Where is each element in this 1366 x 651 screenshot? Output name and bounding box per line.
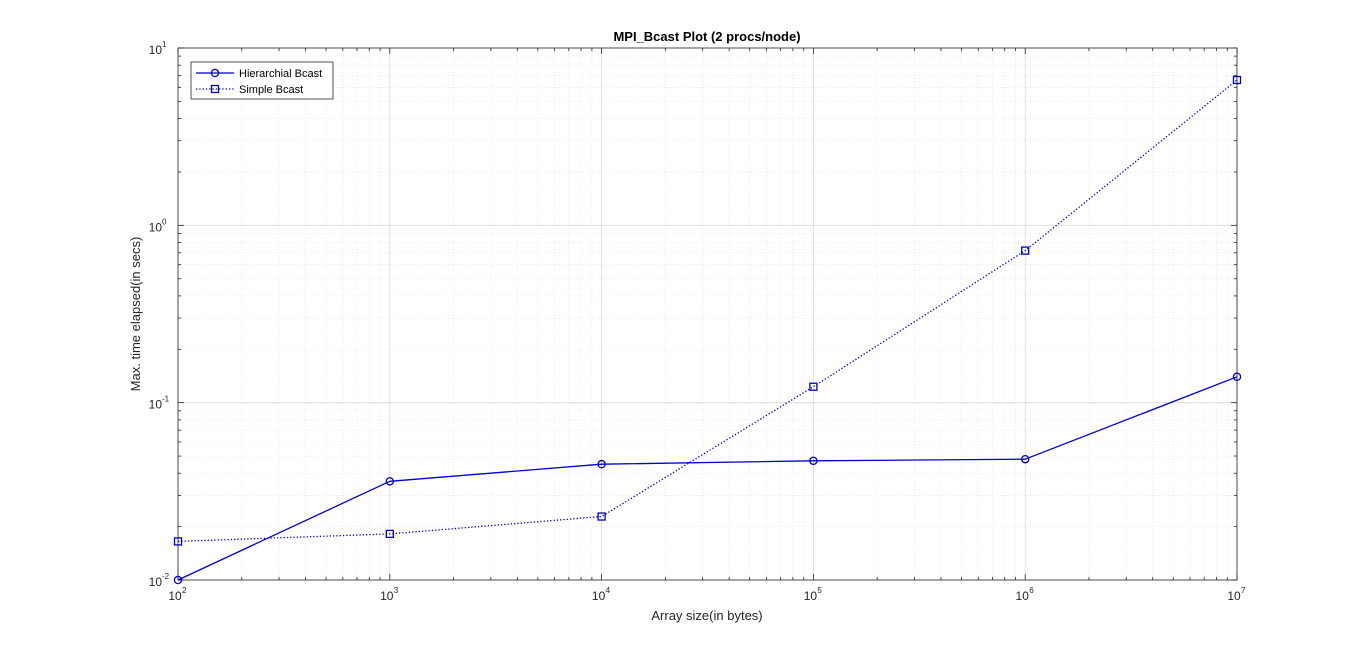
y-axis-label: Max. time elapsed(in secs) xyxy=(128,237,143,392)
series-line-simple-bcast xyxy=(177,79,1238,543)
data-point-simple-bcast xyxy=(1021,246,1030,255)
legend-marker-hierarchial xyxy=(210,68,220,78)
legend-marker-simple xyxy=(210,84,220,94)
y-tick-label: 10 -1 xyxy=(149,395,170,412)
y-tick-label: 10 -2 xyxy=(149,572,170,589)
x-tick-label: 10 7 xyxy=(1227,586,1246,603)
data-point-hierarchial-bcast xyxy=(385,477,395,486)
x-tick-exponent: 4 xyxy=(606,586,611,595)
x-tick-exponent: 6 xyxy=(1029,586,1034,595)
y-tick-base: 10 xyxy=(149,220,163,234)
data-point-simple-bcast xyxy=(597,512,606,521)
x-tick-base: 10 xyxy=(380,589,394,603)
y-tick-exponent: -1 xyxy=(162,395,170,404)
x-tick-base: 10 xyxy=(1227,589,1241,603)
chart-title: MPI_Bcast Plot (2 procs/node) xyxy=(613,29,800,44)
data-point-simple-bcast xyxy=(1232,75,1242,85)
series-line-hierarchial-bcast xyxy=(177,376,1238,581)
y-tick-base: 10 xyxy=(149,43,163,57)
y-tick-exponent: 0 xyxy=(162,217,167,226)
data-point-simple-bcast xyxy=(385,529,394,539)
y-tick-label: 10 0 xyxy=(149,217,167,234)
y-tick-base: 10 xyxy=(149,398,163,412)
x-tick-base: 10 xyxy=(168,589,182,603)
x-tick-label: 10 2 xyxy=(168,586,187,603)
x-tick-label: 10 6 xyxy=(1016,586,1035,603)
x-tick-label: 10 5 xyxy=(804,586,823,603)
x-tick-exponent: 3 xyxy=(394,586,399,595)
minor-grid xyxy=(178,48,1237,580)
x-tick-base: 10 xyxy=(592,589,606,603)
y-tick-exponent: 1 xyxy=(162,40,167,49)
data-point-hierarchial-bcast xyxy=(1232,372,1242,382)
x-tick-label: 10 3 xyxy=(380,586,399,603)
series-layer xyxy=(173,75,1242,585)
x-tick-base: 10 xyxy=(804,589,818,603)
data-point-hierarchial-bcast xyxy=(173,575,183,585)
x-axis-label: Array size(in bytes) xyxy=(651,608,762,623)
x-tick-exponent: 7 xyxy=(1241,586,1246,595)
legend-label-simple: Simple Bcast xyxy=(239,84,303,96)
legend: Hierarchial Bcast Simple Bcast xyxy=(190,61,334,100)
plot-frame xyxy=(177,47,1238,581)
y-tick-label: 10 1 xyxy=(149,40,167,57)
tick-marks xyxy=(177,47,1238,581)
data-point-simple-bcast xyxy=(173,537,183,546)
data-point-hierarchial-bcast xyxy=(1020,454,1030,464)
x-tick-exponent: 5 xyxy=(817,586,822,595)
x-tick-labels: 10 2 10 3 10 4 10 5 10 6 10 7 xyxy=(168,586,1246,603)
data-point-hierarchial-bcast xyxy=(597,459,606,469)
data-point-hierarchial-bcast xyxy=(809,456,818,466)
data-point-simple-bcast xyxy=(809,382,818,391)
y-tick-base: 10 xyxy=(149,575,163,589)
plot-area xyxy=(178,48,1237,580)
x-tick-base: 10 xyxy=(1016,589,1030,603)
y-tick-exponent: -2 xyxy=(162,572,170,581)
legend-label-hierarchial: Hierarchial Bcast xyxy=(239,68,322,80)
x-tick-exponent: 2 xyxy=(182,586,187,595)
x-tick-label: 10 4 xyxy=(592,586,611,603)
